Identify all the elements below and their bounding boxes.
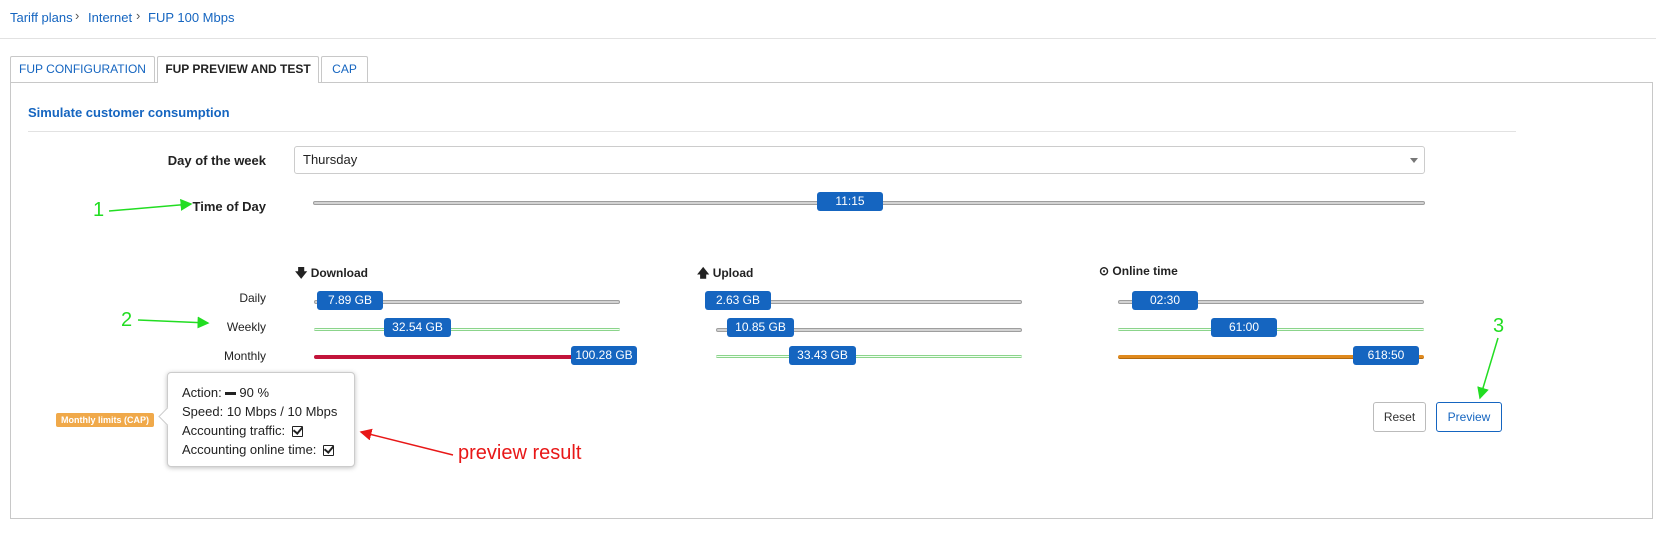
download-daily-slider-track[interactable]	[314, 300, 620, 304]
divider	[28, 131, 1516, 132]
tooltip-speed: Speed: 10 Mbps / 10 Mbps	[182, 404, 338, 419]
download-monthly-slider-track[interactable]	[314, 355, 584, 359]
row-label-monthly: Monthly	[223, 349, 266, 363]
breadcrumb-fup[interactable]: FUP 100 Mbps	[148, 10, 235, 25]
breadcrumb-tariff-plans[interactable]: Tariff plans	[10, 10, 73, 25]
annotation-arrow-1	[108, 198, 193, 212]
monthly-limits-badge: Monthly limits (CAP)	[56, 413, 154, 427]
reset-button[interactable]: Reset	[1373, 402, 1426, 432]
arrow-up-icon: 🡅	[697, 266, 710, 280]
upload-header: 🡅 Upload	[697, 266, 754, 280]
upload-monthly-slider-track[interactable]	[716, 355, 1022, 358]
time-of-day-label: Time of Day	[192, 199, 266, 214]
chevron-right-icon: ›	[75, 8, 80, 23]
divider	[0, 38, 1656, 39]
clock-icon: ⊙	[1099, 264, 1110, 278]
minus-icon	[225, 392, 237, 396]
caret-down-icon	[1410, 158, 1418, 163]
download-weekly-slider-track[interactable]	[314, 328, 620, 331]
tooltip-accounting-online: Accounting online time:	[182, 440, 354, 459]
download-daily-slider-handle[interactable]: 7.89 GB	[317, 291, 383, 310]
preview-button[interactable]: Preview	[1436, 402, 1502, 432]
time-of-day-slider-handle[interactable]: 11:15	[817, 192, 883, 211]
upload-weekly-slider-handle[interactable]: 10.85 GB	[727, 318, 794, 337]
arrow-down-icon: 🡇	[295, 266, 308, 280]
annotation-preview-result: preview result	[458, 442, 582, 464]
checkbox-checked-icon	[291, 426, 303, 438]
online-time-header: ⊙ Online time	[1099, 264, 1178, 278]
online-daily-slider-handle[interactable]: 02:30	[1132, 291, 1198, 310]
checkbox-checked-icon	[323, 445, 335, 457]
day-of-week-label: Day of the week	[167, 153, 266, 168]
annotation-arrow-preview	[359, 428, 454, 456]
annotation-arrow-2	[137, 316, 210, 329]
tooltip-action: Action: 90 %	[182, 385, 270, 400]
download-header: 🡇 Download	[295, 266, 369, 280]
tab-cap[interactable]: CAP	[321, 56, 368, 82]
preview-result-tooltip: Action: 90 % Speed: 10 Mbps / 10 Mbps Ac…	[158, 372, 355, 467]
row-label-weekly: Weekly	[226, 320, 266, 334]
day-of-week-value: Thursday	[303, 152, 358, 167]
tab-fup-configuration[interactable]: FUP CONFIGURATION	[10, 56, 155, 82]
download-weekly-slider-handle[interactable]: 32.54 GB	[384, 318, 451, 337]
online-daily-slider-track[interactable]	[1118, 300, 1424, 304]
section-title: Simulate customer consumption	[28, 105, 230, 120]
upload-weekly-slider-track[interactable]	[716, 328, 1022, 332]
annotation-1: 1	[93, 199, 105, 221]
day-of-week-select[interactable]: Thursday	[294, 146, 1425, 174]
breadcrumb-internet[interactable]: Internet	[88, 10, 133, 25]
download-monthly-slider-handle[interactable]: 100.28 GB	[571, 346, 637, 365]
upload-monthly-slider-handle[interactable]: 33.43 GB	[789, 346, 856, 365]
annotation-arrow-3	[1477, 337, 1499, 400]
annotation-2: 2	[121, 309, 133, 331]
annotation-3: 3	[1493, 315, 1505, 337]
row-label-daily: Daily	[239, 291, 266, 305]
upload-daily-slider-handle[interactable]: 2.63 GB	[705, 291, 771, 310]
tab-fup-preview-and-test[interactable]: FUP PREVIEW AND TEST	[157, 56, 319, 83]
chevron-right-icon: ›	[136, 8, 141, 23]
tooltip-accounting-traffic: Accounting traffic:	[182, 421, 354, 440]
online-weekly-slider-handle[interactable]: 61:00	[1211, 318, 1277, 337]
online-monthly-slider-track[interactable]	[1118, 355, 1424, 359]
online-monthly-slider-handle[interactable]: 618:50	[1353, 346, 1419, 365]
